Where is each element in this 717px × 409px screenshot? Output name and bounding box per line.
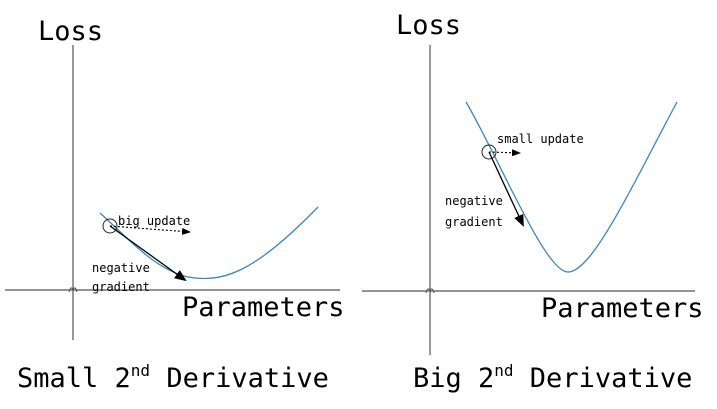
caption-superscript: nd [494,361,513,380]
panel-caption: Small 2nd Derivative [17,361,329,394]
gradient-label-line2: gradient [445,215,503,229]
caption-prefix: Big 2 [413,363,494,394]
caption-suffix: Derivative [514,363,693,394]
loss-curve [465,101,678,273]
y-axis-label: Loss [396,10,461,41]
gradient-label-line1: negative [445,194,503,208]
caption-prefix: Small 2 [17,363,131,394]
panel-big-derivative: Loss Parameters small update negative gr… [362,10,704,394]
panel-caption: Big 2nd Derivative [413,361,692,394]
gradient-label-line2: gradient [92,280,150,294]
caption-superscript: nd [131,361,150,380]
axis-origin-tick [68,287,78,293]
x-axis-label: Parameters [182,292,345,323]
caption-suffix: Derivative [150,363,329,394]
update-label: big update [118,214,190,228]
update-label: small update [497,132,584,146]
y-axis-label: Loss [38,16,103,47]
update-arrow [109,225,191,235]
gradient-label-line1: negative [92,261,150,275]
panel-small-derivative: Loss Parameters big update negative grad… [5,16,345,394]
current-point-marker [481,144,497,160]
current-point-marker [102,218,118,234]
update-arrow [488,149,521,157]
axis-origin-tick [425,288,435,294]
negative-gradient-arrow [109,225,187,282]
negative-gradient-arrow [488,151,524,227]
x-axis-label: Parameters [541,293,704,324]
